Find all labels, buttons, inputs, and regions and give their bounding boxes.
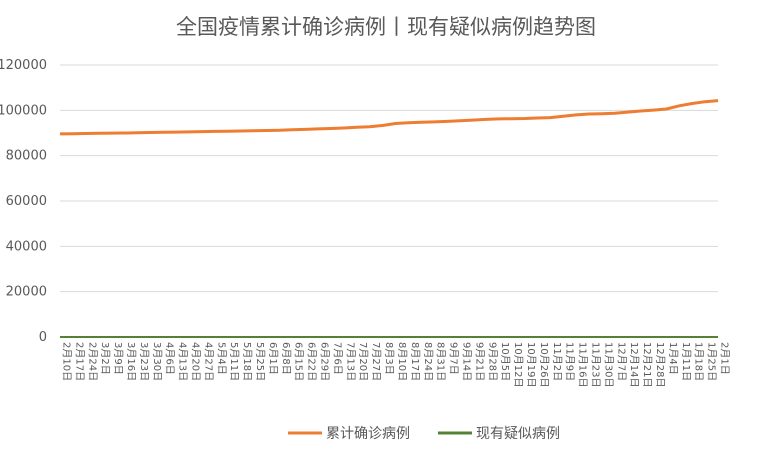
x-tick-label: 7月6日: [331, 342, 343, 375]
x-tick-label: 6月8日: [280, 342, 292, 375]
x-tick-label: 11月9日: [564, 342, 576, 381]
legend-label: 现有疑似病例: [476, 426, 560, 442]
x-tick-label: 1月18日: [693, 342, 705, 381]
x-tick-label: 7月13日: [344, 342, 356, 381]
x-tick-label: 7月20日: [357, 342, 369, 381]
y-tick-label: 60000: [6, 194, 47, 209]
x-tick-label: 3月16日: [125, 342, 137, 381]
y-tick-label: 100000: [0, 103, 47, 118]
x-tick-label: 10月5日: [499, 342, 511, 381]
x-tick-label: 7月27日: [370, 342, 382, 381]
x-tick-label: 5月11日: [228, 342, 240, 381]
x-tick-label: 5月4日: [215, 342, 227, 375]
x-tick-label: 9月14日: [460, 342, 472, 381]
x-tick-label: 6月22日: [306, 342, 318, 381]
x-tick-label: 10月19日: [525, 342, 537, 387]
x-tick-label: 6月15日: [293, 342, 305, 381]
chart-title: 全国疫情累计确诊病例丨现有疑似病例趋势图: [176, 15, 596, 39]
x-tick-label: 3月2日: [99, 342, 111, 375]
x-tick-label: 5月25日: [254, 342, 266, 381]
series-line-0: [59, 99, 719, 136]
x-tick-label: 8月31日: [435, 342, 447, 381]
x-tick-label: 9月28日: [486, 342, 498, 381]
x-tick-label: 3月23日: [138, 342, 150, 381]
x-tick-label: 11月30日: [602, 342, 614, 387]
x-tick-label: 2月1日: [719, 342, 731, 375]
x-tick-label: 10月26日: [538, 342, 550, 387]
x-tick-label: 4月20日: [190, 342, 202, 381]
x-tick-label: 4月13日: [177, 342, 189, 381]
plot-lines: [59, 99, 719, 338]
x-tick-label: 12月14日: [628, 342, 640, 387]
x-tick-label: 11月23日: [589, 342, 601, 387]
x-tick-label: 4月27日: [202, 342, 214, 381]
x-tick-label: 8月17日: [409, 342, 421, 381]
y-tick-label: 120000: [0, 58, 47, 73]
x-tick-label: 1月25日: [706, 342, 718, 381]
x-tick-label: 6月29日: [319, 342, 331, 381]
x-tick-label: 2月17日: [73, 342, 85, 381]
x-tick-label: 8月3日: [383, 342, 395, 375]
x-tick-label: 12月7日: [615, 342, 627, 381]
x-tick-label: 10月12日: [512, 342, 524, 387]
x-tick-label: 2月24日: [86, 342, 98, 381]
x-tick-label: 5月18日: [241, 342, 253, 381]
x-tick-label: 11月16日: [577, 342, 589, 387]
gridlines: [60, 64, 718, 338]
x-tick-label: 12月21日: [641, 342, 653, 387]
y-tick-label: 0: [39, 330, 47, 345]
x-axis: 2月10日 2月17日 2月24日 3月2日 3月9日 3月16日 3月23日 3月30日 4月…: [61, 342, 731, 387]
x-tick-label: 9月7日: [448, 342, 460, 375]
legend-label: 累计确诊病例: [326, 426, 410, 442]
x-tick-label: 4月6日: [164, 342, 176, 375]
legend: 累计确诊病例 现有疑似病例: [288, 426, 560, 442]
x-tick-label: 8月24日: [422, 342, 434, 381]
x-tick-label: 3月30日: [151, 342, 163, 381]
y-tick-label: 20000: [6, 285, 47, 300]
x-tick-label: 9月21日: [473, 342, 485, 381]
x-tick-label: 11月2日: [551, 342, 563, 381]
x-tick-label: 3月9日: [112, 342, 124, 375]
x-tick-label: 8月10日: [396, 342, 408, 381]
y-axis: 0 20000 40000 60000 80000 100000 120000: [0, 58, 47, 345]
y-tick-label: 40000: [6, 239, 47, 254]
x-tick-label: 1月4日: [667, 342, 679, 375]
x-tick-label: 2月10日: [61, 342, 73, 381]
x-tick-label: 12月28日: [654, 342, 666, 387]
y-tick-label: 80000: [6, 149, 47, 164]
x-tick-label: 6月1日: [267, 342, 279, 375]
x-tick-label: 1月11日: [680, 342, 692, 381]
